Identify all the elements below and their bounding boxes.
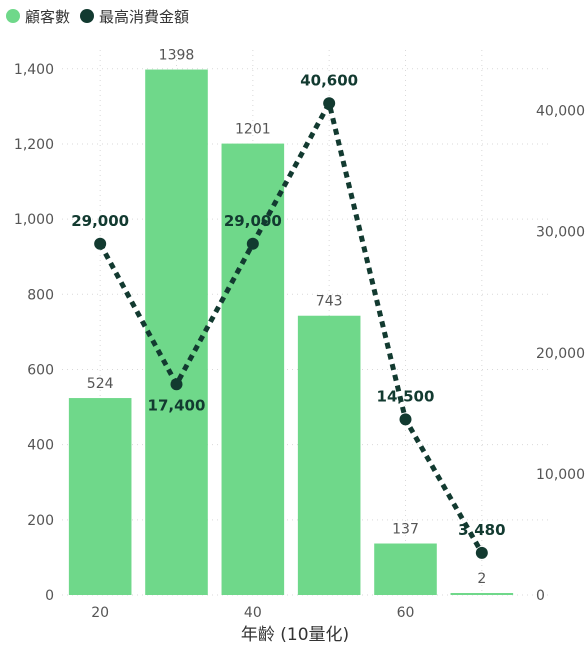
line-value-label: 17,400 <box>148 396 206 414</box>
y-right-tick-label: 0 <box>536 588 545 604</box>
bar-value-label: 2 <box>477 571 486 587</box>
y-left-tick-label: 1,400 <box>14 62 54 78</box>
axes: 0 200 400 600 800 1,000 1,200 1,400 0 10,000 20,00… <box>14 62 585 621</box>
bar-value-label: 1398 <box>159 48 195 64</box>
x-axis-title: 年齡 (10量化) <box>241 625 349 645</box>
legend-item-max-spend[interactable]: 最高消費金額 <box>80 6 189 27</box>
line-value-label: 29,000 <box>71 212 129 230</box>
y-right-tick-label: 40,000 <box>536 104 585 120</box>
bar <box>221 143 285 595</box>
line-series <box>94 97 488 559</box>
bar-value-label: 137 <box>392 522 419 538</box>
line-value-label: 29,000 <box>224 212 282 230</box>
bar-value-label: 743 <box>316 294 343 310</box>
y-right-tick-label: 10,000 <box>536 467 585 483</box>
line-point <box>94 237 107 250</box>
y-left-tick-label: 200 <box>27 513 54 529</box>
bar-value-label: 1201 <box>235 122 271 138</box>
line-point <box>170 378 183 391</box>
line-value-label: 14,500 <box>377 387 435 405</box>
y-left-tick-label: 800 <box>27 287 54 303</box>
bar <box>374 543 437 595</box>
y-left-tick-label: 400 <box>27 438 54 454</box>
legend: 顧客數 最高消費金額 <box>6 4 199 28</box>
data-labels: 524 1398 1201 743 137 2 29,000 17,400 29,000 40,6… <box>71 48 505 587</box>
x-tick-label: 60 <box>397 605 415 621</box>
line-path <box>97 100 485 555</box>
legend-label-max-spend: 最高消費金額 <box>99 7 190 26</box>
bar <box>297 315 361 595</box>
y-left-tick-label: 600 <box>27 362 54 378</box>
line-point <box>475 546 488 559</box>
y-left-tick-label: 1,000 <box>14 212 54 228</box>
legend-marker-max-spend <box>80 9 95 23</box>
bar-series <box>68 69 514 596</box>
y-left-tick-label: 1,200 <box>14 137 54 153</box>
legend-item-customers[interactable]: 顧客數 <box>6 6 70 27</box>
bar <box>68 398 132 595</box>
line-point <box>399 413 412 426</box>
legend-marker-customers <box>6 9 20 23</box>
line-point <box>323 97 336 110</box>
x-tick-label: 20 <box>91 605 109 621</box>
line-point <box>246 237 259 250</box>
x-tick-label: 40 <box>244 605 262 621</box>
y-right-tick-label: 20,000 <box>536 346 585 362</box>
y-right-tick-label: 30,000 <box>536 225 585 241</box>
bar <box>450 593 514 595</box>
line-value-label: 3,480 <box>458 521 505 539</box>
y-left-tick-label: 0 <box>45 588 54 604</box>
bar <box>145 69 208 596</box>
legend-label-customers: 顧客數 <box>25 7 71 26</box>
line-value-label: 40,600 <box>300 71 358 89</box>
bar-value-label: 524 <box>87 376 114 392</box>
